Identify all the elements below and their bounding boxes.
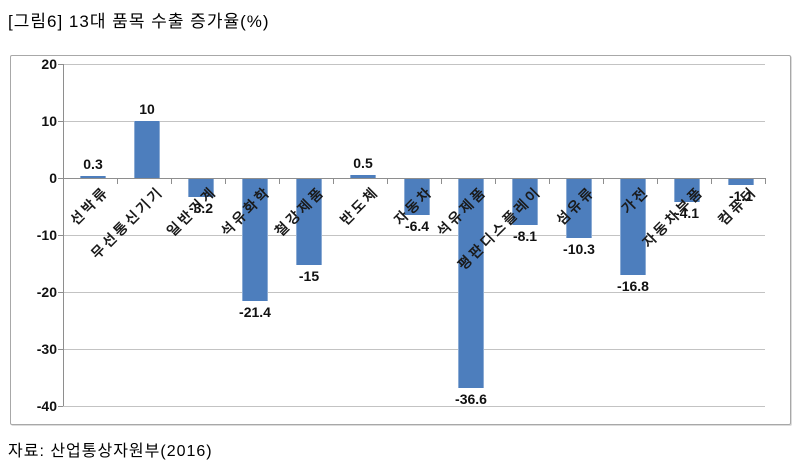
gridline: [63, 292, 765, 293]
bar-value-label: -15: [298, 267, 320, 284]
category-label: 선박류: [67, 183, 113, 229]
category-axis-tick: [441, 178, 442, 184]
source-note: 자료: 산업통상자원부(2016): [8, 443, 213, 460]
bar-value-label: -10.3: [563, 240, 595, 257]
bar-11: [620, 179, 646, 275]
bar-value-label: 0.5: [353, 155, 373, 172]
y-axis-label: -20: [36, 284, 57, 300]
bar-value-label: -6.4: [404, 218, 430, 235]
gridline: [63, 235, 765, 236]
bar-13: [728, 179, 754, 186]
y-axis-tick: [58, 349, 63, 350]
bar-value-label: -36.6: [455, 390, 487, 407]
chart-area: 20 10 0 -10 -20 -30 -40 0.3 선박류 10 무선통신기기 -3.2 일반기계 -…: [10, 55, 791, 425]
category-axis-tick: [63, 178, 64, 184]
bar-2: [134, 121, 160, 178]
gridline: [63, 406, 765, 407]
gridline: [63, 349, 765, 350]
bar-8: [458, 179, 484, 388]
category-axis-tick: [225, 178, 226, 184]
bar-value-label: -3.2: [188, 200, 214, 217]
y-axis-label: 0: [49, 170, 57, 186]
bar-value-label: -4.1: [674, 205, 700, 222]
category-axis-tick: [279, 178, 280, 184]
bar-5: [296, 179, 322, 265]
y-axis-tick: [58, 178, 63, 179]
category-axis-tick: [117, 178, 118, 184]
x-axis-zero-line: [63, 178, 765, 179]
bar-6: [350, 175, 376, 178]
category-label: 반도체: [337, 183, 383, 229]
category-axis-tick: [495, 178, 496, 184]
y-axis-label: -30: [36, 341, 57, 357]
bar-7: [404, 179, 430, 216]
category-axis-tick: [603, 178, 604, 184]
category-axis-tick: [549, 178, 550, 184]
bar-9: [512, 179, 538, 226]
bar-12: [674, 179, 700, 203]
gridline: [63, 64, 765, 65]
y-axis-label: -40: [36, 398, 57, 414]
category-axis-tick: [333, 178, 334, 184]
y-axis-label: 10: [41, 113, 57, 129]
category-axis-tick: [657, 178, 658, 184]
category-axis-tick: [765, 178, 766, 184]
category-axis-tick: [711, 178, 712, 184]
bar-10: [566, 179, 592, 238]
bar-value-label: -8.1: [512, 228, 538, 245]
chart-title: [그림6] 13대 품목 수출 증가율(%): [8, 12, 270, 31]
category-axis-tick: [171, 178, 172, 184]
bar-3: [188, 179, 214, 198]
y-axis-label: -10: [36, 227, 57, 243]
y-axis-tick: [58, 64, 63, 65]
gridline: [63, 121, 765, 122]
bar-value-label: 0.3: [83, 156, 103, 172]
bar-value-label: -16.8: [617, 277, 649, 294]
bar-1: [80, 176, 106, 178]
y-axis-tick: [58, 406, 63, 407]
y-axis-tick: [58, 292, 63, 293]
bar-4: [242, 179, 268, 301]
y-axis-label: 20: [41, 56, 57, 72]
category-axis-tick: [387, 178, 388, 184]
y-axis-tick: [58, 235, 63, 236]
bar-value-label: -21.4: [239, 303, 271, 320]
y-axis-tick: [58, 121, 63, 122]
y-axis-line: [63, 64, 64, 406]
bar-value-label: 10: [139, 101, 155, 117]
bar-value-label: -1.1: [728, 188, 754, 205]
